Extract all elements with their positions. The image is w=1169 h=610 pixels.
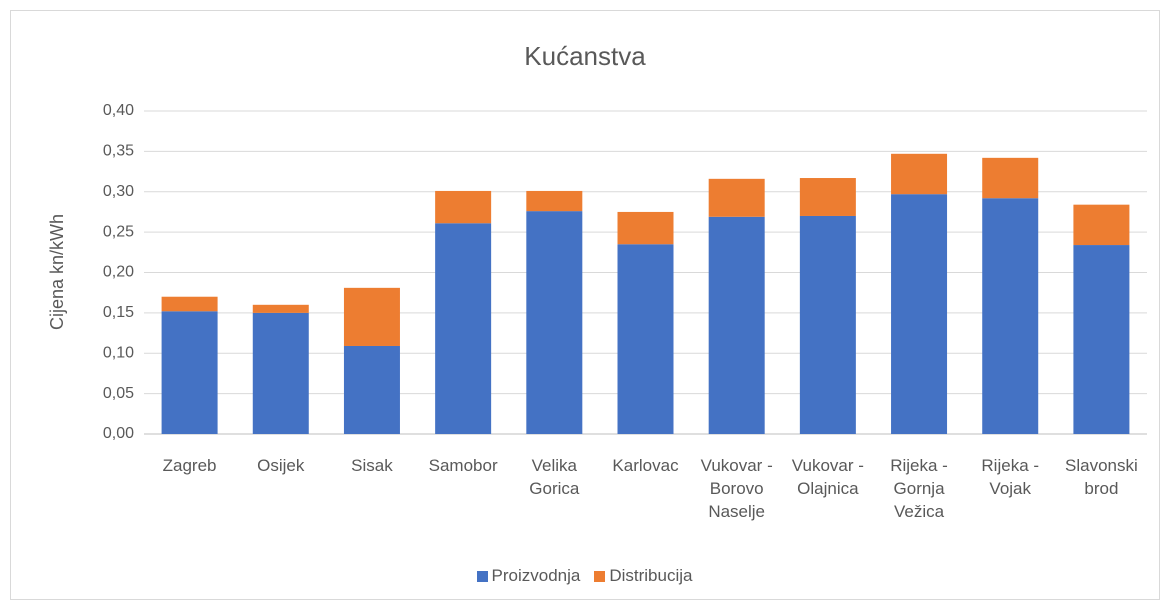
- bar-segment: [161, 296, 218, 312]
- y-tick-label: 0,20: [103, 264, 134, 281]
- legend-swatch: [476, 570, 488, 582]
- y-axis-label: Cijena kn/kWh: [47, 214, 67, 330]
- bar-segment: [252, 304, 309, 313]
- bar-segment: [891, 153, 948, 195]
- bar-segment: [252, 312, 309, 434]
- y-tick-label: 0,40: [103, 102, 134, 119]
- legend-item: Distribucija: [594, 566, 692, 586]
- y-tick-label: 0,15: [103, 304, 134, 321]
- x-tick-label: Slavonski brod: [1065, 456, 1138, 498]
- bar-segment: [617, 211, 674, 245]
- x-tick-label: Karlovac: [612, 456, 679, 475]
- legend: Proizvodnja Distribucija: [0, 566, 1169, 586]
- bar-segment: [1073, 245, 1130, 434]
- legend-item: Proizvodnja: [476, 566, 581, 586]
- x-tick-label: Osijek: [257, 456, 305, 475]
- legend-label: Distribucija: [609, 566, 693, 585]
- bar-segment: [891, 194, 948, 434]
- bar-segment: [343, 345, 400, 434]
- x-tick-label: Zagreb: [162, 456, 217, 475]
- bar-segment: [435, 223, 492, 434]
- x-tick-label: Sisak: [351, 456, 393, 475]
- bar-segment: [435, 190, 492, 224]
- y-tick-label: 0,35: [103, 143, 134, 160]
- bar-segment: [617, 244, 674, 434]
- bar-segment: [799, 215, 856, 434]
- bar-segment: [343, 287, 400, 346]
- legend-swatch: [594, 570, 606, 582]
- bar-segment: [708, 216, 765, 434]
- x-tick-label: Vukovar - Olajnica: [791, 456, 864, 498]
- x-tick-label: Samobor: [428, 456, 498, 475]
- bar-segment: [526, 190, 583, 212]
- x-tick-label: Velika Gorica: [529, 456, 580, 498]
- y-tick-label: 0,30: [103, 183, 134, 200]
- bar-segment: [708, 178, 765, 217]
- y-tick-label: 0,00: [103, 425, 134, 442]
- bar-segment: [161, 311, 218, 434]
- legend-label: Proizvodnja: [491, 566, 581, 585]
- bar-segment: [526, 211, 583, 434]
- y-tick-label: 0,05: [103, 385, 134, 402]
- bar-segment: [1073, 204, 1130, 246]
- x-tick-label: Vukovar - Borovo Naselje: [700, 456, 773, 521]
- y-tick-label: 0,25: [103, 223, 134, 240]
- chart-title: Kućanstva: [524, 41, 646, 71]
- bar-segment: [982, 157, 1039, 199]
- y-tick-label: 0,10: [103, 344, 134, 361]
- x-tick-label: Rijeka - Vojak: [981, 456, 1040, 498]
- x-tick-label: Rijeka - Gornja Vežica: [890, 456, 948, 521]
- bar-segment: [799, 178, 856, 216]
- bar-segment: [982, 198, 1039, 434]
